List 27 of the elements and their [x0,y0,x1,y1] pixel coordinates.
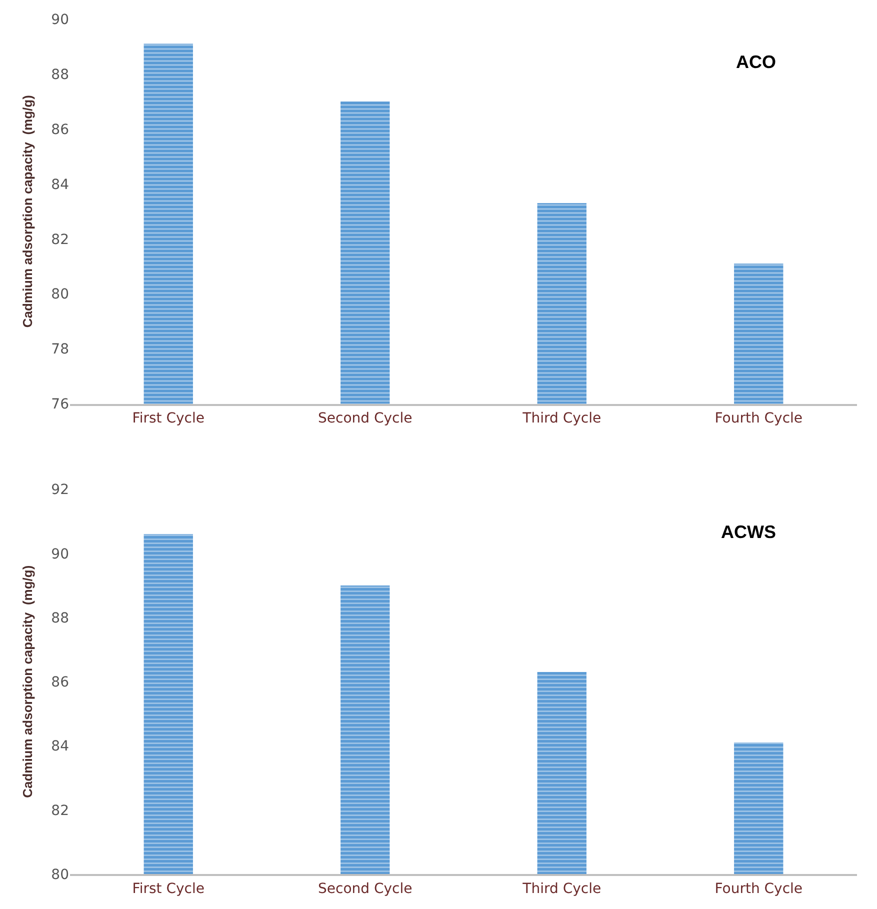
y-tick-label: 88 [51,66,69,83]
x-tick-label: Third Cycle [522,880,602,897]
annotation: ACO [736,52,776,72]
y-axis-title: Cadmium adsorption capacity (mg/g) [20,95,36,328]
y-tick-label: 82 [51,232,69,248]
y-tick-label: 90 [51,12,69,28]
x-tick-label: Fourth Cycle [714,410,803,427]
y-axis-title: Cadmium adsorption capacity (mg/g) [20,565,36,798]
y-tick-label: 92 [51,482,69,498]
x-tick-label: First Cycle [132,880,204,897]
y-tick-label: 78 [51,342,69,358]
y-tick-label: 80 [51,866,69,883]
y-tick-label: 84 [51,176,70,193]
y-tick-label: 90 [51,546,69,562]
x-tick-label: First Cycle [132,410,204,427]
y-tick-label: 88 [51,610,69,626]
y-tick-label: 84 [51,738,70,755]
x-tick-label: Second Cycle [318,410,412,427]
x-tick-label: Third Cycle [522,410,602,427]
y-tick-label: 80 [51,286,69,303]
x-tick-label: Second Cycle [318,880,412,897]
x-tick-label: Fourth Cycle [714,880,803,897]
y-tick-label: 76 [51,396,70,413]
y-tick-label: 82 [51,802,69,819]
annotation: ACWS [721,522,776,542]
y-tick-label: 86 [51,122,70,138]
y-tick-label: 86 [51,674,70,691]
